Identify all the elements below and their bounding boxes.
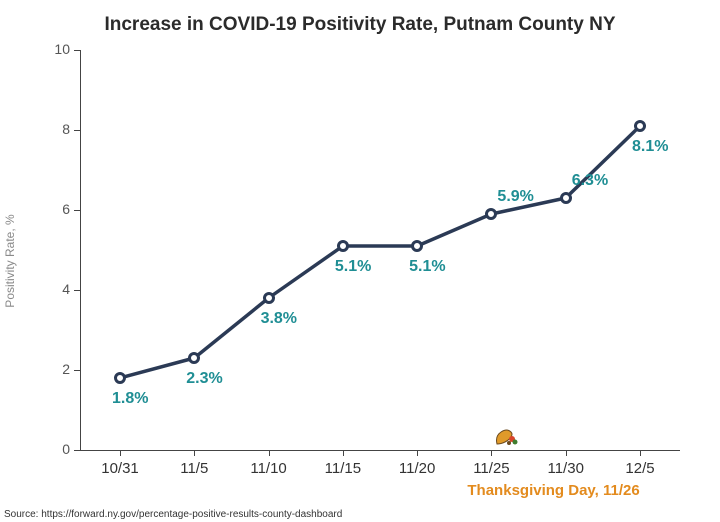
y-tick: [74, 450, 80, 451]
x-tick-label: 11/10: [250, 460, 286, 477]
data-label: 6.3%: [572, 172, 608, 190]
data-label: 1.8%: [112, 390, 148, 408]
data-label: 3.8%: [261, 310, 297, 328]
y-tick: [74, 370, 80, 371]
y-tick: [74, 130, 80, 131]
y-tick: [74, 290, 80, 291]
data-label: 5.9%: [497, 188, 533, 206]
y-tick: [74, 50, 80, 51]
x-tick: [417, 450, 418, 456]
y-tick-label: 4: [42, 281, 70, 297]
x-tick-label: 11/30: [547, 460, 583, 477]
cornucopia-icon: [493, 422, 521, 450]
x-tick-label: 11/5: [180, 460, 208, 477]
y-tick-label: 0: [42, 441, 70, 457]
y-axis: [80, 50, 81, 450]
data-marker: [337, 240, 349, 252]
data-marker: [114, 372, 126, 384]
x-tick: [269, 450, 270, 456]
x-tick-label: 11/20: [399, 460, 435, 477]
source-text: Source: https://forward.ny.gov/percentag…: [4, 509, 342, 520]
y-tick: [74, 210, 80, 211]
x-tick: [491, 450, 492, 456]
x-axis: [80, 450, 680, 451]
plot-area: 1.8% 2.3% 3.8% 5.1% 5.1% 5.9% 6.3% 8.1%: [80, 50, 680, 450]
data-marker: [263, 292, 275, 304]
line-series: [80, 50, 680, 450]
x-tick: [194, 450, 195, 456]
x-tick: [120, 450, 121, 456]
annotation-label: Thanksgiving Day, 11/26: [467, 482, 639, 499]
y-tick-label: 2: [42, 361, 70, 377]
y-axis-label: Positivity Rate, %: [3, 214, 17, 307]
x-tick: [640, 450, 641, 456]
x-tick-label: 12/5: [625, 460, 654, 477]
y-tick-label: 10: [42, 41, 70, 57]
y-tick-label: 8: [42, 121, 70, 137]
x-tick: [566, 450, 567, 456]
x-tick-label: 11/25: [473, 460, 509, 477]
x-tick: [343, 450, 344, 456]
data-label: 8.1%: [632, 138, 668, 156]
data-label: 5.1%: [409, 258, 445, 276]
chart-title: Increase in COVID-19 Positivity Rate, Pu…: [0, 14, 720, 36]
data-label: 5.1%: [335, 258, 371, 276]
x-tick-label: 10/31: [101, 460, 139, 477]
x-tick-label: 11/15: [325, 460, 361, 477]
y-tick-label: 6: [42, 201, 70, 217]
data-marker: [560, 192, 572, 204]
data-marker: [634, 120, 646, 132]
chart-container: Increase in COVID-19 Positivity Rate, Pu…: [0, 0, 720, 522]
data-label: 2.3%: [186, 370, 222, 388]
